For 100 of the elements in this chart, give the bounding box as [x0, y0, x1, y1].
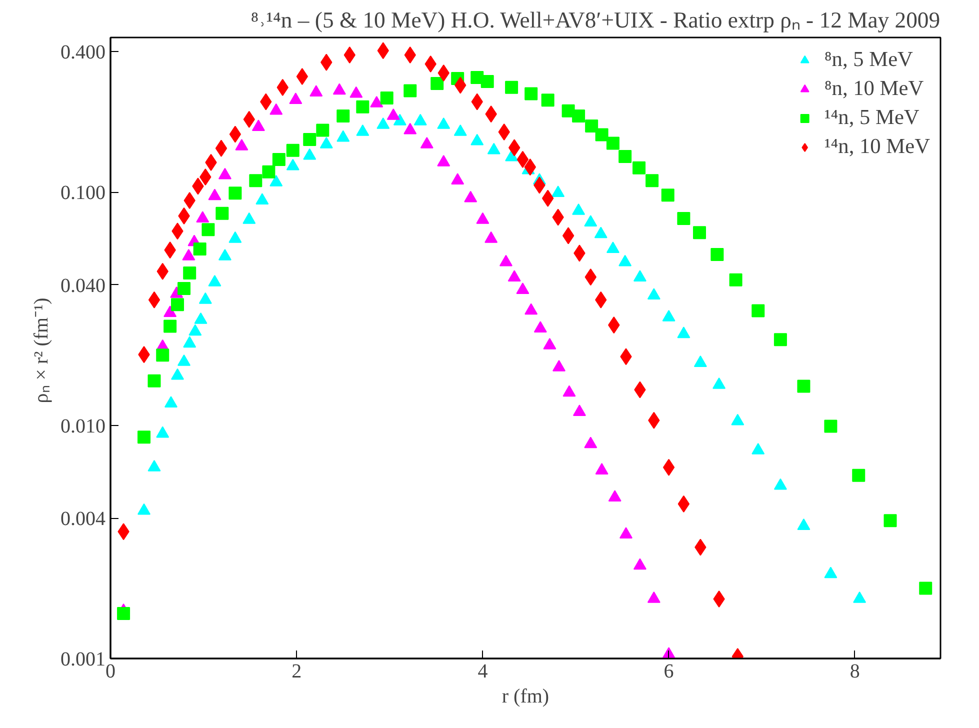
point: [170, 298, 184, 312]
point: [332, 83, 346, 95]
point: [562, 227, 574, 244]
point: [774, 478, 787, 490]
point: [296, 68, 308, 85]
point: [595, 463, 608, 474]
point: [386, 108, 400, 120]
point: [572, 404, 586, 416]
legend-label: ¹⁴n, 5 MeV: [824, 105, 920, 130]
point: [256, 193, 269, 204]
point: [148, 291, 160, 308]
point: [350, 86, 363, 98]
point: [164, 306, 177, 317]
y-tick-label: 0.040: [60, 274, 106, 297]
point: [731, 414, 744, 426]
point: [170, 368, 184, 380]
point: [138, 503, 150, 515]
point: [585, 119, 598, 132]
point: [194, 312, 208, 324]
y-tick-label: 0.010: [60, 415, 106, 438]
legend-label: ⁸n, 5 MeV: [824, 47, 913, 72]
point: [218, 168, 232, 180]
point: [202, 223, 215, 236]
point: [487, 142, 500, 154]
point: [156, 426, 170, 438]
point: [249, 174, 262, 188]
point: [584, 436, 598, 448]
point: [138, 430, 150, 444]
point: [393, 114, 406, 126]
point: [541, 94, 554, 107]
point: [572, 109, 586, 122]
point: [235, 138, 248, 150]
point: [524, 303, 538, 315]
point: [677, 326, 690, 338]
point: [608, 490, 622, 502]
point: [336, 130, 350, 142]
point: [437, 118, 450, 129]
point: [505, 80, 518, 94]
point: [164, 320, 177, 333]
x-tick-label: 8: [850, 660, 860, 682]
point: [216, 206, 229, 220]
point: [228, 186, 242, 200]
point: [633, 270, 646, 282]
point: [356, 124, 370, 136]
point: [148, 460, 161, 472]
point: [508, 270, 521, 282]
point: [824, 420, 838, 433]
point: [208, 188, 222, 200]
point: [148, 374, 161, 388]
point: [647, 288, 660, 300]
point: [229, 126, 242, 143]
point: [710, 248, 724, 261]
point: [183, 336, 196, 348]
point: [632, 161, 646, 174]
point: [662, 458, 675, 476]
point: [228, 231, 242, 243]
point: [694, 356, 707, 367]
point: [618, 150, 632, 164]
point: [437, 154, 450, 166]
x-tick-label: 0: [106, 660, 116, 682]
point: [380, 92, 394, 105]
point: [752, 304, 765, 318]
point: [774, 333, 787, 346]
point: [182, 248, 196, 260]
point: [420, 137, 434, 148]
x-tick-label: 6: [664, 660, 674, 682]
point: [252, 120, 265, 132]
point: [595, 128, 608, 142]
point: [370, 96, 384, 108]
point: [430, 77, 444, 90]
x-tick-label: 2: [292, 660, 302, 682]
point: [516, 282, 530, 294]
point: [454, 124, 467, 136]
point: [484, 231, 498, 243]
point: [572, 204, 586, 215]
point: [797, 380, 810, 393]
point: [286, 158, 300, 170]
point: [272, 152, 286, 166]
point: [164, 396, 178, 408]
point: [193, 242, 206, 256]
point: [289, 92, 302, 104]
legend-label: ⁸n, 10 MeV: [824, 76, 924, 101]
point: [404, 84, 417, 98]
point: [594, 226, 608, 238]
point: [480, 74, 494, 88]
point: [464, 190, 478, 202]
point: [824, 566, 838, 578]
point: [606, 242, 620, 253]
point: [476, 212, 490, 224]
x-axis-title: r (fm): [502, 686, 550, 708]
point: [156, 348, 170, 362]
point: [178, 282, 191, 295]
y-tick-label: 0.004: [60, 508, 106, 530]
point: [344, 46, 356, 64]
point: [919, 582, 932, 595]
point: [316, 124, 330, 137]
point: [303, 148, 316, 160]
point: [797, 518, 810, 530]
point: [677, 212, 690, 226]
y-tick-label: 0.001: [60, 648, 106, 670]
